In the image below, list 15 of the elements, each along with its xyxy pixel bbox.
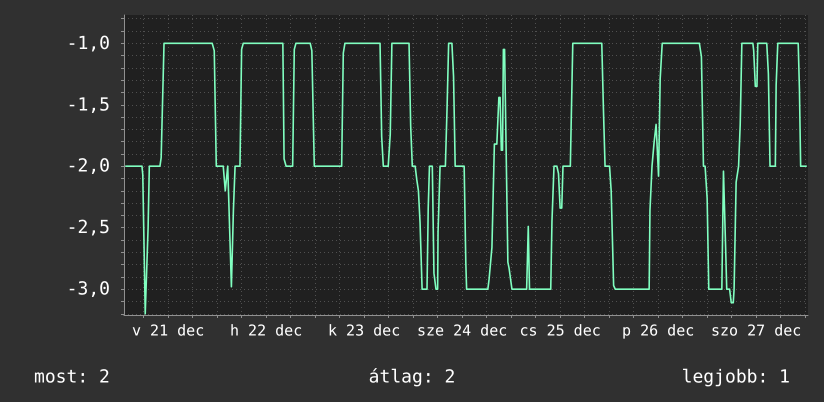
x-tick-label: v 21 dec [132, 322, 204, 340]
text: most: 2 [34, 366, 110, 388]
x-tick-label: cs 25 dec [519, 322, 601, 340]
y-tick-label: -1,5 [66, 94, 110, 116]
y-tick-label: -2,5 [66, 217, 110, 238]
text: legjobb: 1 [682, 366, 790, 388]
x-tick-label: h 22 dec [230, 322, 302, 340]
y-tick-label: -1,0 [66, 32, 110, 54]
x-tick-label: sze 24 dec [416, 322, 508, 340]
text: átlag: 2 [368, 366, 456, 388]
x-tick-label: k 23 dec [328, 322, 400, 340]
x-tick-label: szo 27 dec [710, 322, 802, 340]
x-tick-label: p 26 dec [622, 322, 694, 340]
y-tick-label: -2,0 [66, 156, 110, 177]
y-tick-label: -3,0 [66, 278, 110, 300]
